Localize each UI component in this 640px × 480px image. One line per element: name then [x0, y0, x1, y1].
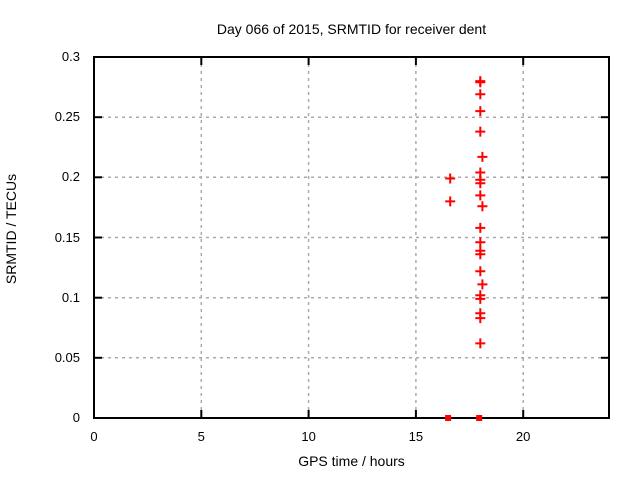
- data-point-square: [476, 415, 483, 421]
- data-point-plus: [475, 237, 486, 248]
- data-point-plus: [475, 338, 486, 349]
- data-point-plus: [477, 151, 488, 162]
- data-point-plus: [475, 190, 486, 201]
- data-point-plus: [475, 89, 486, 100]
- data-point-plus: [475, 266, 486, 277]
- data-point-plus: [475, 106, 486, 117]
- data-point-plus: [475, 178, 486, 189]
- data-point-plus: [477, 201, 488, 212]
- y-tick-label: 0.05: [54, 349, 80, 365]
- y-tick-label: 0.15: [54, 229, 80, 245]
- data-point-plus: [445, 173, 456, 184]
- data-point-square: [445, 415, 452, 421]
- data-point-plus: [475, 222, 486, 233]
- data-point-plus: [475, 249, 486, 260]
- chart-title: Day 066 of 2015, SRMTID for receiver den…: [216, 21, 487, 37]
- y-tick-label: 0: [72, 410, 80, 425]
- y-tick-label: 0.25: [54, 109, 80, 125]
- x-tick-label: 5: [197, 429, 205, 444]
- x-axis-label: GPS time / hours: [298, 453, 405, 469]
- data-point-plus: [475, 313, 486, 324]
- data-point-plus: [477, 279, 488, 290]
- y-tick-label: 0.1: [61, 289, 80, 305]
- data-point-plus: [445, 196, 456, 207]
- x-tick-label: 20: [515, 429, 531, 444]
- data-point-plus: [475, 293, 486, 304]
- x-tick-label: 10: [301, 429, 316, 444]
- y-tick-label: 0.2: [61, 169, 80, 185]
- data-point-plus: [475, 126, 486, 137]
- data-point-plus: [475, 77, 486, 88]
- x-tick-label: 0: [90, 429, 98, 444]
- y-tick-label: 0.3: [61, 49, 80, 64]
- x-tick-label: 15: [408, 429, 424, 444]
